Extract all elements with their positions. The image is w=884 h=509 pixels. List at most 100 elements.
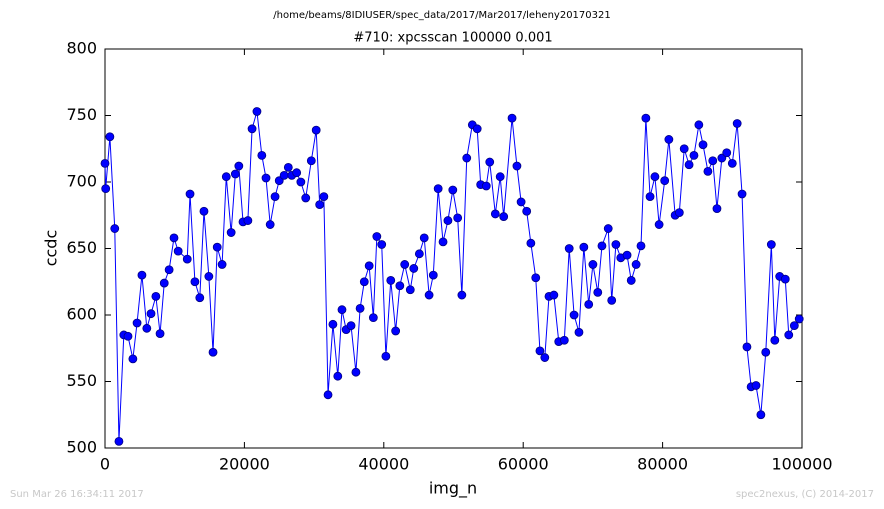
data-point — [597, 241, 607, 251]
data-point — [574, 327, 584, 337]
data-point — [146, 309, 156, 319]
data-point — [400, 260, 410, 269]
data-point — [784, 330, 794, 340]
data-point — [386, 276, 396, 285]
data-point — [703, 166, 713, 176]
data-point — [391, 326, 401, 336]
data-point — [359, 277, 369, 287]
data-point — [323, 390, 333, 400]
data-point — [190, 277, 200, 287]
data-point — [689, 150, 699, 160]
data-point — [708, 156, 718, 166]
data-point — [428, 270, 438, 280]
data-point — [355, 303, 365, 313]
data-point — [234, 161, 244, 171]
data-point — [419, 233, 429, 243]
data-point — [622, 250, 632, 260]
data-point — [137, 270, 147, 280]
data-point — [761, 347, 771, 357]
data-point — [789, 321, 799, 331]
data-point — [114, 436, 124, 446]
data-point — [438, 237, 448, 247]
data-point — [453, 213, 463, 223]
data-point — [173, 246, 183, 256]
data-point — [780, 274, 790, 284]
data-point — [328, 319, 338, 329]
data-point — [257, 150, 267, 160]
data-point — [182, 254, 192, 264]
data-point — [526, 238, 536, 248]
data-point — [727, 158, 737, 168]
x-tick-label: 0 — [100, 455, 110, 474]
data-point — [770, 335, 780, 345]
data-point — [221, 172, 231, 182]
data-point — [372, 232, 382, 241]
data-point — [564, 244, 574, 253]
data-point — [742, 342, 752, 352]
data-point — [645, 192, 655, 202]
data-point — [151, 291, 161, 301]
data-point — [377, 240, 387, 249]
data-point — [212, 242, 222, 252]
data-point — [208, 347, 218, 357]
data-point — [247, 124, 257, 134]
data-point — [462, 153, 472, 163]
data-point — [603, 224, 613, 233]
data-point — [230, 169, 240, 179]
data-point — [301, 193, 311, 203]
data-point — [584, 299, 594, 309]
data-point — [766, 240, 776, 249]
data-point — [626, 276, 636, 285]
data-point — [495, 172, 505, 182]
data-point — [368, 313, 378, 323]
suptitle: /home/beams/8IDIUSER/spec_data/2017/Mar2… — [273, 10, 610, 21]
data-point — [674, 208, 684, 217]
data-point — [516, 197, 526, 207]
data-point — [319, 192, 329, 202]
data-point — [664, 135, 674, 144]
data-point — [631, 260, 641, 269]
y-tick-label: 550 — [66, 371, 97, 390]
y-tick-label: 600 — [66, 305, 97, 324]
data-point — [155, 329, 165, 339]
data-point — [364, 261, 374, 271]
data-point — [794, 314, 804, 324]
data-point — [311, 125, 321, 135]
x-tick-label: 100000 — [771, 455, 832, 474]
data-point — [593, 287, 603, 297]
data-point — [490, 209, 500, 219]
x-tick-label: 80000 — [637, 455, 688, 474]
x-tick-label: 60000 — [498, 455, 549, 474]
data-point — [654, 220, 664, 229]
data-point — [252, 107, 262, 116]
x-tick-label: 20000 — [219, 455, 270, 474]
data-point — [409, 264, 419, 273]
data-point — [283, 162, 293, 172]
data-point — [512, 161, 522, 171]
data-point — [243, 216, 253, 225]
data-point — [101, 184, 111, 194]
data-point — [499, 212, 509, 221]
data-point — [105, 132, 115, 142]
data-point — [333, 371, 343, 381]
data-point — [522, 206, 532, 216]
data-point — [579, 242, 589, 252]
data-point — [164, 265, 174, 275]
data-point — [433, 184, 443, 194]
data-point — [195, 293, 205, 303]
data-point — [261, 173, 271, 183]
data-point — [756, 410, 766, 420]
data-point — [641, 113, 651, 123]
data-point — [128, 354, 138, 364]
data-point — [531, 273, 541, 283]
data-point — [110, 224, 120, 233]
data-point — [351, 367, 361, 377]
data-point — [199, 206, 209, 216]
data-point — [159, 278, 169, 288]
data-line — [104, 111, 800, 442]
y-tick-label: 500 — [66, 438, 97, 457]
data-point — [279, 170, 289, 180]
data-point — [100, 158, 110, 168]
data-point — [694, 120, 704, 130]
